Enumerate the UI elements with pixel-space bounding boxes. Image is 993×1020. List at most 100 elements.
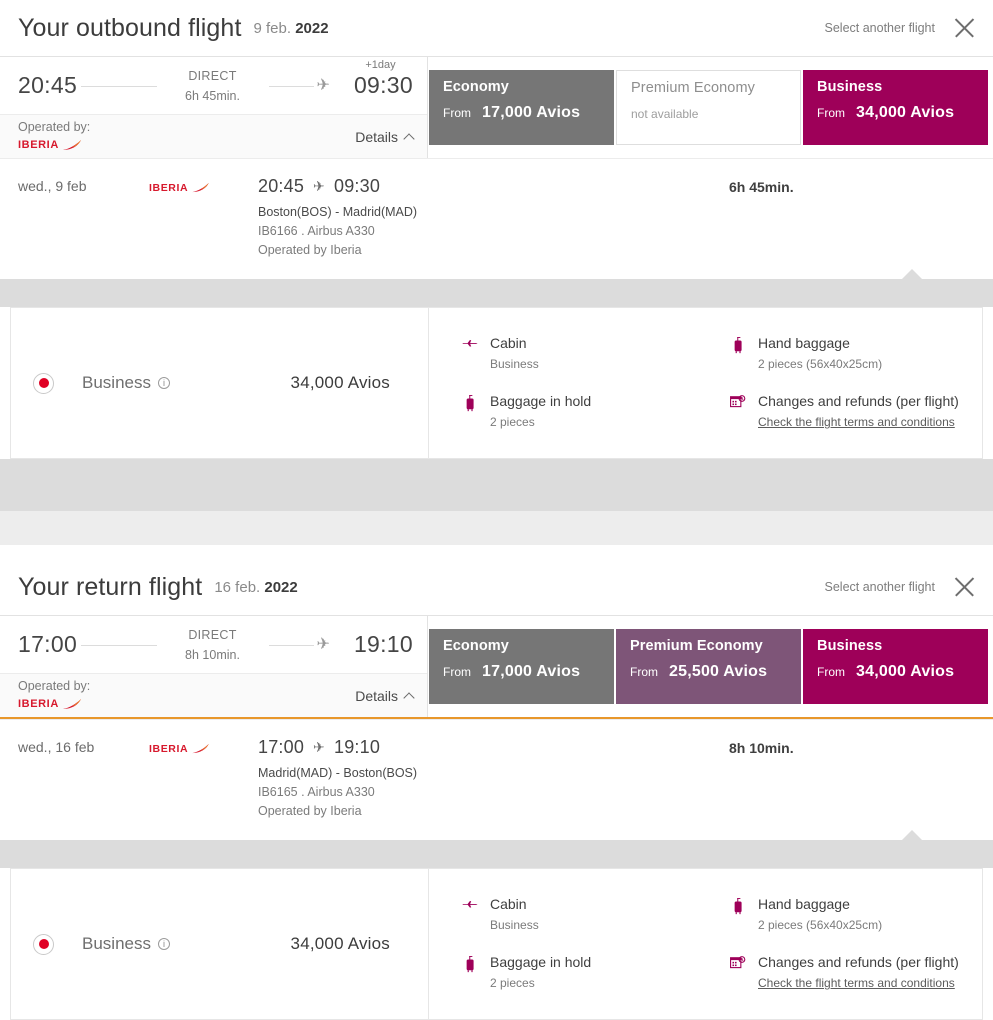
outbound-leg-airline: IBERIA: [149, 176, 258, 257]
fare-card-economy[interactable]: Economy From 17,000 Avios: [429, 629, 614, 704]
fare-panel-caret-icon: [901, 830, 923, 841]
return-arrive-time: 19:10: [353, 631, 413, 657]
return-fare-radio-business[interactable]: [33, 933, 54, 955]
outbound-depart-time: 20:45: [18, 72, 78, 98]
amenity-changes-refunds-title: Changes and refunds (per flight): [758, 954, 959, 970]
fare-card-premium-economy[interactable]: Premium Economy From 25,500 Avios: [616, 629, 801, 704]
fare-card-business-price: From 34,000 Avios: [817, 104, 976, 122]
outbound-selected-fare-panel: Business i 34,000 Avios Cabin Business: [10, 307, 983, 459]
leg-dash-left: [81, 85, 157, 87]
return-date-year: 2022: [264, 578, 298, 596]
amenity-hand-baggage: Hand baggage 2 pieces (56x40x25cm): [729, 335, 968, 371]
fare-card-economy-name: Economy: [443, 79, 509, 95]
fare-card-economy-name: Economy: [443, 638, 509, 654]
return-leg-arrive-time: 19:10: [333, 737, 381, 757]
iberia-wordmark: IBERIA: [18, 138, 59, 151]
fare-card-business[interactable]: Business From 34,000 Avios: [803, 70, 988, 145]
amenity-cabin-title: Cabin: [490, 896, 527, 912]
amenity-hand-baggage-sub: 2 pieces (56x40x25cm): [758, 918, 883, 932]
fare-card-business-from: From: [817, 106, 845, 120]
amenity-hold-baggage-title: Baggage in hold: [490, 954, 592, 970]
amenity-cabin-sub: Business: [490, 918, 539, 932]
fare-card-economy-amount: 17,000 Avios: [482, 663, 581, 680]
amenity-changes-refunds-text: Changes and refunds (per flight) Check t…: [758, 954, 959, 992]
fare-card-economy-from: From: [443, 665, 471, 679]
amenity-cabin-sub: Business: [490, 357, 539, 371]
outbound-selected-cabin: Business i: [82, 373, 170, 393]
amenity-hand-baggage-title: Hand baggage: [758, 896, 850, 912]
return-select-another-flight[interactable]: Select another flight: [824, 580, 936, 594]
outbound-route-summary: 20:45 DIRECT 6h 45min. ✈ +1day 09:30: [0, 57, 427, 114]
return-leg-duration: 8h 10min.: [729, 740, 794, 756]
fare-card-business-amount: 34,000 Avios: [856, 104, 955, 121]
return-active-indicator: [0, 717, 993, 719]
iberia-swoosh-icon: [62, 139, 82, 152]
flight-terms-conditions-link[interactable]: Check the flight terms and conditions: [758, 976, 955, 990]
fare-card-business[interactable]: Business From 34,000 Avios: [803, 629, 988, 704]
outbound-operated-by-row: Operated by: IBERIA Deta: [0, 114, 427, 158]
return-selected-price: 34,000 Avios: [290, 934, 390, 953]
plane-icon: ✈: [316, 635, 330, 653]
outbound-leg-detail: wed., 9 feb IBERIA 20:45 ✈ 09:30: [0, 158, 993, 279]
amenity-hold-baggage: Baggage in hold 2 pieces: [461, 954, 729, 992]
return-arrival-wrap: 19:10: [348, 631, 413, 658]
outbound-arrive-time: 09:30: [353, 72, 413, 98]
close-icon[interactable]: [951, 15, 977, 41]
info-icon[interactable]: i: [157, 377, 170, 389]
outbound-plus-day-badge: +1day: [365, 59, 396, 71]
outbound-leg-arrive-time: 09:30: [333, 176, 381, 196]
amenity-cabin-text: Cabin Business: [490, 896, 539, 932]
radio-dot: [38, 378, 49, 388]
hold-baggage-icon: [461, 393, 479, 431]
close-icon[interactable]: [951, 574, 977, 600]
leg-dash-left: [81, 644, 157, 646]
return-details-toggle[interactable]: Details: [355, 687, 415, 704]
section-separator-light: [0, 511, 993, 545]
fare-card-business-from: From: [817, 665, 845, 679]
fare-card-economy-amount: 17,000 Avios: [482, 104, 581, 121]
iberia-logo: IBERIA: [18, 139, 82, 152]
fare-card-premium-economy-amount: 25,500 Avios: [669, 663, 768, 680]
return-route-summary: 17:00 DIRECT 8h 10min. ✈ 19:10: [0, 616, 427, 673]
plane-icon: ✈: [316, 76, 330, 94]
amenity-changes-refunds-title: Changes and refunds (per flight): [758, 393, 959, 409]
outbound-arrival-wrap: +1day 09:30: [348, 59, 413, 99]
return-operated-by-label: Operated by:: [18, 679, 91, 694]
return-leg-depart-time: 17:00: [258, 737, 305, 757]
fare-card-business-amount: 34,000 Avios: [856, 663, 955, 680]
return-operated-by: Operated by: IBERIA: [18, 679, 90, 711]
outbound-operated-by-label: Operated by:: [18, 120, 91, 135]
outbound-leg-info: 20:45 ✈ 09:30 Boston(BOS) - Madrid(MAD) …: [258, 176, 729, 257]
return-flight-section: Your return flight 16 feb. 2022 Select a…: [0, 559, 993, 1020]
iberia-swoosh-icon: [62, 698, 82, 711]
outbound-leg-route: Boston(BOS) - Madrid(MAD): [258, 205, 418, 219]
outbound-fare-radio-business[interactable]: [33, 372, 54, 394]
section-separator-white: [0, 545, 993, 559]
info-icon[interactable]: i: [157, 938, 170, 950]
outbound-select-another-flight[interactable]: Select another flight: [824, 21, 936, 35]
hand-baggage-icon: [729, 335, 747, 371]
return-leg-flight-number: IB6165 . Airbus A330: [258, 785, 375, 799]
return-details-label: Details: [355, 687, 398, 704]
fare-card-premium-economy-from: From: [630, 665, 658, 679]
amenity-hold-baggage: Baggage in hold 2 pieces: [461, 393, 729, 431]
fare-card-business-price: From 34,000 Avios: [817, 663, 976, 681]
outbound-amenities: Cabin Business: [429, 308, 982, 458]
amenity-hand-baggage-title: Hand baggage: [758, 335, 850, 351]
outbound-leg-times: 20:45 ✈ 09:30: [258, 176, 729, 197]
outbound-date-day: 9 feb.: [253, 19, 292, 37]
outbound-leg-middle: DIRECT 6h 45min.: [178, 65, 247, 106]
return-leg-date: wed., 16 feb: [18, 739, 95, 755]
return-depart-time: 17:00: [18, 631, 78, 657]
outbound-summary-left: 20:45 DIRECT 6h 45min. ✈ +1day 09:30: [0, 57, 428, 158]
amenity-hand-baggage-text: Hand baggage 2 pieces (56x40x25cm): [758, 896, 882, 932]
amenity-hold-baggage-text: Baggage in hold 2 pieces: [490, 954, 591, 992]
amenity-changes-refunds-text: Changes and refunds (per flight) Check t…: [758, 393, 959, 431]
outbound-flight-section: Your outbound flight 9 feb. 2022 Select …: [0, 0, 993, 459]
return-selected-fare-panel: Business i 34,000 Avios Cabin Business: [10, 868, 983, 1020]
return-summary-left: 17:00 DIRECT 8h 10min. ✈ 19:10: [0, 616, 428, 717]
fare-card-economy[interactable]: Economy From 17,000 Avios: [429, 70, 614, 145]
flight-terms-conditions-link[interactable]: Check the flight terms and conditions: [758, 415, 955, 429]
outbound-details-toggle[interactable]: Details: [355, 129, 415, 145]
outbound-selected-price: 34,000 Avios: [290, 373, 390, 392]
